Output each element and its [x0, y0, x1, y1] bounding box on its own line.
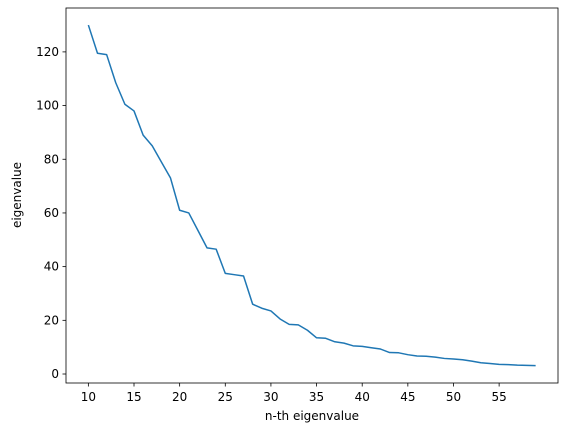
- y-axis-label: eigenvalue: [10, 162, 24, 228]
- y-tick-label: 60: [44, 206, 59, 220]
- y-tick-label: 80: [44, 152, 59, 166]
- x-tick-label: 30: [263, 390, 278, 404]
- x-tick-label: 55: [491, 390, 506, 404]
- y-tick-label: 20: [44, 313, 59, 327]
- line-series: [87, 24, 536, 367]
- x-tick-label: 40: [355, 390, 370, 404]
- x-axis-label: n-th eigenvalue: [265, 409, 359, 423]
- x-tick-label: 20: [172, 390, 187, 404]
- y-tick-label: 100: [36, 99, 59, 113]
- y-tick-label: 0: [51, 367, 59, 381]
- x-tick-label: 10: [81, 390, 96, 404]
- x-tick-label: 45: [400, 390, 415, 404]
- x-tick-label: 35: [309, 390, 324, 404]
- x-tick-label: 50: [446, 390, 461, 404]
- axes-frame: [65, 7, 559, 384]
- y-tick-label: 120: [36, 45, 59, 59]
- y-tick-label: 40: [44, 260, 59, 274]
- x-tick-label: 15: [126, 390, 141, 404]
- x-tick-label: 25: [218, 390, 233, 404]
